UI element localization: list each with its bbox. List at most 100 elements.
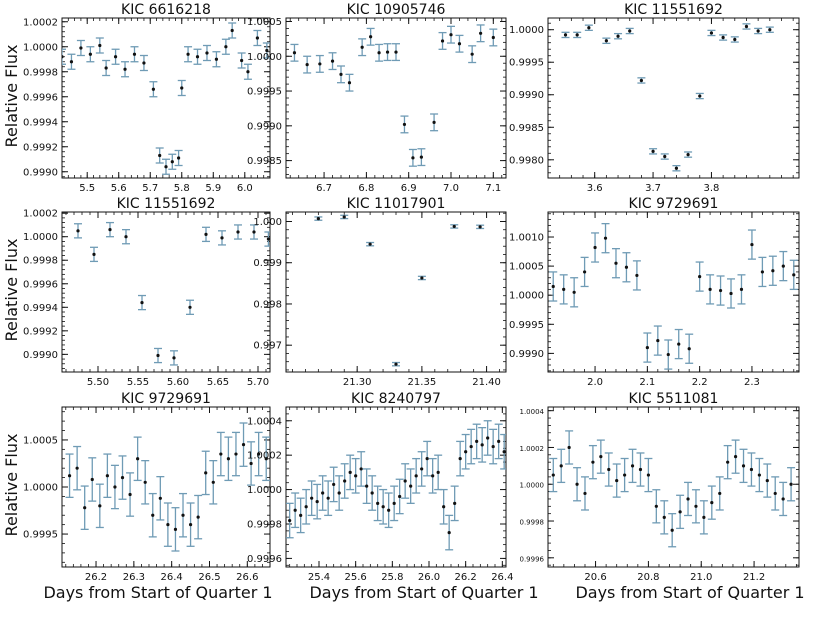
data-point [792,273,796,277]
data-point [403,479,407,483]
data-point [264,457,268,461]
data-point [136,457,140,461]
data-point [83,506,87,510]
data-point [365,484,369,488]
x-tick-label: 6.9 [401,183,417,194]
y-tick-label: 0.9998 [23,67,58,78]
data-point [491,35,495,40]
x-tick-label: 25.4 [308,572,330,583]
data-point [440,39,445,43]
data-point [255,36,259,40]
y-tick-label: 0.9990 [23,350,58,361]
data-point [164,165,168,169]
x-tick-label: 26.3 [123,572,145,583]
y-tick-label: 0.9995 [23,530,58,541]
data-point [299,513,303,517]
data-point [230,28,234,33]
data-point [457,42,462,46]
y-tick-label: 0.9985 [509,123,544,134]
data-point [234,452,238,456]
data-point [128,492,132,497]
y-tick-label: 0.998 [253,299,282,310]
y-tick-label: 0.9995 [509,58,544,69]
data-point [348,470,352,474]
data-point [360,45,364,49]
data-point [616,34,620,38]
data-point [173,527,178,531]
data-point [607,467,611,472]
data-point [425,457,429,461]
data-point [166,523,170,527]
data-point [624,265,629,269]
panel-title: KIC 5511081 [629,391,719,407]
data-point [781,264,785,268]
data-point [69,60,74,64]
y-tick-label: 1.0004 [520,408,545,416]
data-point [654,504,658,508]
data-point [385,50,390,54]
data-point [98,504,102,508]
panel-3: KIC 11551692 3.6 3.7 3.8 0.9980 0.9985 0.9990 0… [509,2,800,194]
x-axis-label-col-3: Days from Start of Quarter 1 [575,583,804,602]
panel-2: KIC 10905746 6.7 6.8 6.9 7.0 7.1 0.9985 0.9990 0… [247,2,507,194]
data-point [113,485,117,489]
data-point [630,464,635,468]
data-point [219,452,223,456]
data-point [502,450,506,454]
x-axis-label-col-1: Days from Start of Quarter 1 [43,583,272,602]
x-tick-label: 5.55 [127,377,149,388]
panel-9: KIC 5511081 20.6 20.8 21.0 21.2 0.9996 0.9998 1… [520,391,800,583]
y-tick-label: 0.9998 [23,256,58,267]
data-point [214,57,219,61]
x-tick-label: 25.8 [381,572,403,583]
data-point [220,236,224,240]
x-tick-label: 26.2 [455,572,477,583]
x-tick-label: 21.2 [743,572,765,583]
y-tick-label: 1.0002 [247,451,282,462]
data-point [575,33,579,37]
x-tick-label: 26.4 [491,572,513,583]
data-point [497,439,501,444]
data-point [458,457,462,461]
panel-4: KIC 11551692 5.50 5.55 5.60 5.65 5.70 0.9990 0.… [23,196,271,388]
y-tick-label: 1.0000 [23,483,58,494]
data-point [376,501,380,505]
data-point [604,39,608,43]
data-point [368,242,372,246]
panel-title: KIC 11551692 [624,2,723,18]
data-point [431,474,435,478]
data-point [583,270,587,274]
data-point [241,443,246,447]
panel-frame [285,17,507,179]
x-tick-label: 21.30 [343,377,372,388]
y-axis-label-row-3: Relative Flux [2,434,21,537]
data-point [453,501,457,505]
data-point [211,480,215,484]
data-point [143,480,147,484]
data-point [623,473,627,477]
data-point [226,457,230,461]
y-tick-label: 0.9990 [509,349,544,360]
data-point [765,478,769,483]
panel-data [74,221,270,366]
panel-data [561,23,774,172]
data-point [359,467,363,471]
panel-data [549,430,796,548]
data-point [98,43,102,48]
data-point [572,290,576,294]
data-point [603,236,608,240]
x-tick-label: 21.0 [690,572,712,583]
data-point [583,491,587,496]
data-point [158,153,162,158]
data-point [645,345,649,350]
data-point [257,452,261,456]
data-point [599,455,603,459]
data-point [452,224,456,229]
y-tick-label: 1.0000 [247,485,282,496]
data-point [411,156,415,160]
data-point [721,35,725,40]
panel-frame [547,211,800,373]
data-point [394,50,398,54]
y-tick-label: 0.999 [253,258,282,269]
data-point [687,347,691,351]
